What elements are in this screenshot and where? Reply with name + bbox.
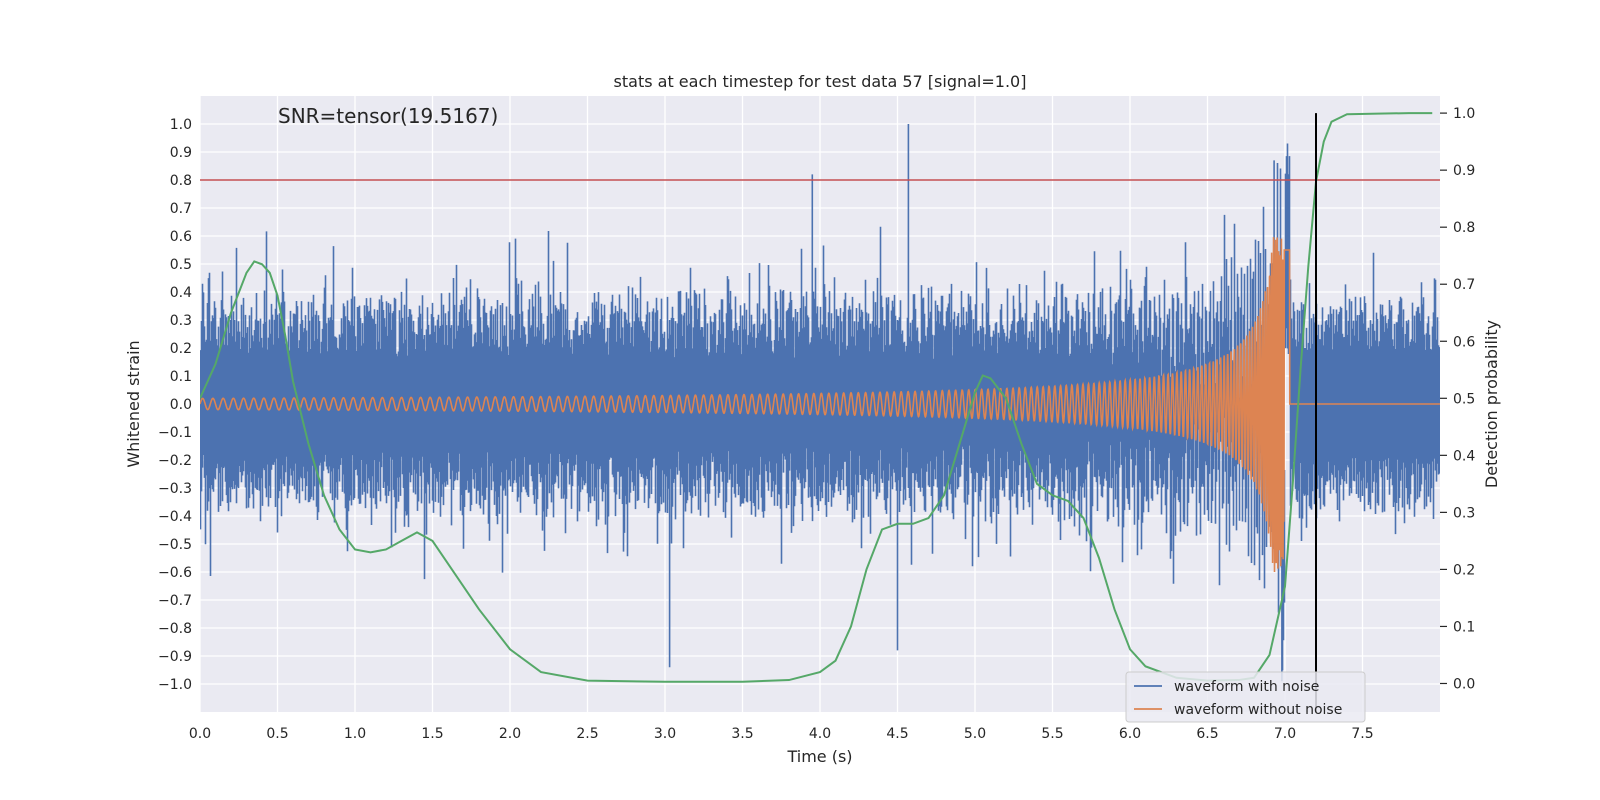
y-right-tick-label: 0.5 <box>1453 391 1475 407</box>
y-tick-label: 0.1 <box>170 369 192 385</box>
x-tick-label: 5.5 <box>1041 726 1063 742</box>
x-tick-label: 7.0 <box>1274 726 1296 742</box>
y-right-tick-label: 0.9 <box>1453 163 1475 179</box>
x-tick-label: 4.0 <box>809 726 831 742</box>
plot-area <box>200 124 1440 682</box>
x-tick-label: 0.5 <box>266 726 288 742</box>
y-tick-label: 0.7 <box>170 201 192 217</box>
legend-box <box>1125 671 1366 723</box>
y-tick-label: −0.4 <box>158 509 192 525</box>
detection-probability-line <box>200 112 1433 683</box>
x-tick-label: 3.0 <box>654 726 676 742</box>
y-right-axis-label: Detection probability <box>1482 320 1501 488</box>
y-tick-label: 0.6 <box>170 229 192 245</box>
chart-title: stats at each timestep for test data 57 … <box>614 72 1027 91</box>
y-right-tick-label: 0.6 <box>1453 334 1475 350</box>
y-right-tick-label: 0.7 <box>1453 277 1475 293</box>
y-tick-label: −0.2 <box>158 453 192 469</box>
x-tick-label: 1.0 <box>344 726 366 742</box>
x-tick-label: 6.0 <box>1119 726 1141 742</box>
x-axis-label: Time (s) <box>786 747 852 766</box>
y-tick-label: 0.5 <box>170 257 192 273</box>
y-right-tick-label: 0.2 <box>1453 562 1475 578</box>
y-right-tick-label: 0.4 <box>1453 448 1475 464</box>
y-tick-label: 0.2 <box>170 341 192 357</box>
x-tick-label: 0.0 <box>189 726 211 742</box>
y-tick-label: 0.3 <box>170 313 192 329</box>
y-right-tick-label: 0.0 <box>1453 676 1475 692</box>
y-tick-label: −0.3 <box>158 481 192 497</box>
y-right-tick-label: 0.8 <box>1453 220 1475 236</box>
legend-label: waveform with noise <box>1174 679 1319 695</box>
y-right-tick-label: 0.3 <box>1453 505 1475 521</box>
legend-label: waveform without noise <box>1174 702 1342 718</box>
x-tick-label: 6.5 <box>1196 726 1218 742</box>
y-tick-labels: 1.0 0.9 0.8 0.7 0.6 0.5 0.4 0.3 0.2 0.1 0.0 −0.1 −0.… <box>158 117 192 693</box>
x-tick-label: 4.5 <box>886 726 908 742</box>
x-tick-label: 7.5 <box>1351 726 1373 742</box>
y-tick-label: 0.4 <box>170 285 192 301</box>
y-tick-label: −0.7 <box>158 593 192 609</box>
legend: waveform with noise waveform without nois… <box>1125 671 1366 723</box>
y-tick-label: −1.0 <box>158 677 192 693</box>
y-axis-label: Whitened strain <box>124 340 143 467</box>
y-tick-label: −0.6 <box>158 565 192 581</box>
snr-annotation: SNR=tensor(19.5167) <box>278 104 498 128</box>
y-tick-label: −0.9 <box>158 649 192 665</box>
x-tick-label: 2.5 <box>576 726 598 742</box>
y-tick-label: −0.5 <box>158 537 192 553</box>
y-tick-label: −0.1 <box>158 425 192 441</box>
x-tick-labels: 0.0 0.5 1.0 1.5 2.0 2.5 3.0 3.5 4.0 4.5 5.0 5.5 6.0 6… <box>189 726 1374 742</box>
x-tick-label: 1.5 <box>421 726 443 742</box>
x-tick-label: 2.0 <box>499 726 521 742</box>
y-tick-label: 0.9 <box>170 145 192 161</box>
probability-layer <box>200 112 1433 712</box>
y-right-tick-labels: 1.0 0.9 0.8 0.7 0.6 0.5 0.4 0.3 0.2 0.1 0.0 <box>1440 106 1475 692</box>
y-tick-label: 0.0 <box>170 397 192 413</box>
y-tick-label: −0.8 <box>158 621 192 637</box>
y-right-tick-label: 1.0 <box>1453 106 1475 122</box>
x-tick-label: 3.5 <box>731 726 753 742</box>
y-tick-label: 1.0 <box>170 117 192 133</box>
y-tick-label: 0.8 <box>170 173 192 189</box>
x-tick-label: 5.0 <box>964 726 986 742</box>
y-right-tick-label: 0.1 <box>1453 619 1475 635</box>
clean-waveform-line <box>200 237 1440 572</box>
